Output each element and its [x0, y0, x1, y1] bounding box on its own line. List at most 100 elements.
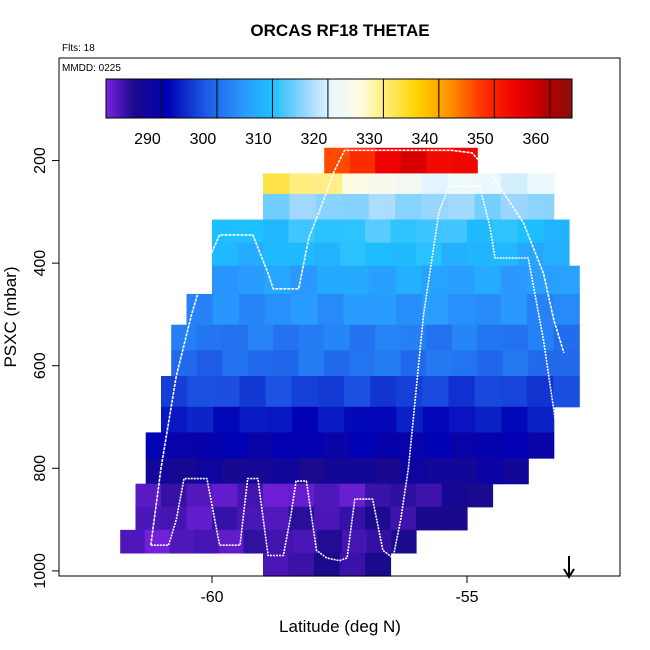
colorbar-segment — [212, 79, 217, 118]
heatmap-cell — [318, 406, 345, 433]
heatmap-cell — [501, 406, 529, 433]
x-tick-label: -60 — [200, 589, 223, 606]
heatmap-cell — [528, 432, 555, 459]
colorbar-segment — [192, 79, 197, 118]
heatmap-cell — [553, 293, 580, 326]
colorbar-segment — [245, 79, 250, 118]
colorbar-segment — [215, 79, 220, 118]
heatmap-cell — [317, 293, 345, 326]
colorbar-segment — [332, 79, 337, 118]
y-tick-label: 200 — [32, 147, 49, 174]
y-axis: 200 400 600 800 1000 — [32, 147, 59, 589]
heatmap-cell — [316, 265, 344, 295]
heatmap-cell — [343, 293, 371, 326]
heatmap-cell — [390, 242, 417, 267]
colorbar-segment — [372, 79, 377, 118]
heatmap-cell — [339, 552, 366, 577]
colorbar-segment — [518, 79, 523, 118]
heatmap-cell — [291, 293, 318, 326]
heatmap-cell — [500, 265, 528, 295]
colorbar-segment — [568, 79, 573, 118]
heatmap-cell — [448, 375, 476, 408]
heatmap-cell — [161, 483, 188, 508]
heatmap-cell — [314, 242, 341, 267]
colorbar-segment — [202, 79, 207, 118]
colorbar-segment — [169, 79, 174, 118]
heatmap-cell — [451, 432, 478, 459]
heatmap-cell — [324, 147, 351, 174]
heatmap-cell — [212, 483, 239, 508]
heatmap-cell — [447, 193, 476, 221]
heatmap-cell — [474, 293, 502, 326]
heatmap-cell — [447, 173, 476, 195]
heatmap-cell — [144, 529, 171, 554]
colorbar-segment — [272, 79, 277, 118]
heatmap-cell — [553, 375, 580, 408]
heatmap-cell — [375, 458, 402, 485]
heatmap-cell — [518, 242, 545, 267]
heatmap-cell — [222, 324, 249, 351]
colorbar-segment — [378, 79, 383, 118]
heatmap-cell — [365, 483, 392, 508]
heatmap-cell — [400, 350, 427, 377]
heatmap-cell — [349, 458, 376, 485]
heatmap-cell — [291, 406, 319, 433]
heatmap-cell — [247, 324, 274, 351]
colorbar-segment — [309, 79, 313, 118]
heatmap-cell — [273, 458, 300, 485]
heatmap-cell — [263, 173, 291, 195]
heatmap-cell — [477, 458, 504, 485]
colorbar-segment — [262, 79, 267, 118]
colorbar-segment — [345, 79, 350, 118]
heatmap-cell — [263, 193, 291, 221]
heatmap-cell — [375, 432, 402, 459]
colorbar-segment — [205, 79, 210, 118]
heatmap-cell — [273, 350, 300, 377]
heatmap-cell — [222, 350, 249, 377]
heatmap-cell — [477, 350, 504, 377]
heatmap-cells — [120, 147, 580, 577]
heatmap-cell — [187, 375, 214, 408]
x-tick-label: -55 — [455, 589, 478, 606]
colorbar-segment — [562, 79, 566, 118]
colorbar-tick-label: 310 — [245, 131, 272, 148]
colorbar-segment — [368, 79, 373, 118]
heatmap-cell — [120, 529, 146, 554]
heatmap-cell — [395, 293, 423, 326]
flights-label: Flts: 18 — [62, 43, 95, 54]
heatmap-cell — [212, 265, 239, 295]
heatmap-cell — [390, 506, 417, 531]
heatmap-cell — [451, 350, 478, 377]
heatmap-cell — [290, 265, 318, 295]
colorbar-segment — [482, 79, 486, 118]
heatmap-cell — [527, 406, 555, 433]
colorbar-segment — [358, 79, 363, 118]
colorbar-segment — [259, 79, 263, 118]
colorbar-segment — [125, 79, 130, 118]
heatmap-cell — [315, 193, 343, 221]
colorbar-segment — [428, 79, 433, 118]
colorbar-segment — [132, 79, 137, 118]
heatmap-cell — [288, 242, 315, 267]
heatmap-cell — [500, 193, 528, 221]
colorbar-segment — [458, 79, 463, 118]
heatmap-cell — [289, 193, 317, 221]
colorbar-segment — [455, 79, 460, 118]
chart-title: ORCAS RF18 THETAE — [250, 21, 429, 40]
heatmap-cell — [264, 265, 292, 295]
heatmap-cell — [339, 242, 366, 267]
heatmap-cell — [263, 219, 290, 244]
heatmap-cell — [263, 483, 290, 508]
colorbar-segment — [302, 79, 307, 118]
heatmap-cell — [426, 458, 453, 485]
heatmap-cell — [243, 529, 269, 554]
heatmap-cell — [288, 483, 315, 508]
colorbar-segment — [445, 79, 450, 118]
colorbar-segment — [179, 79, 184, 118]
heatmap-cell — [212, 506, 239, 531]
heatmap-cell — [349, 350, 376, 377]
colorbar-segment — [478, 79, 483, 118]
colorbar-segment — [225, 79, 230, 118]
colorbar-tick-label: 330 — [356, 131, 383, 148]
y-tick-label: 600 — [32, 352, 49, 379]
